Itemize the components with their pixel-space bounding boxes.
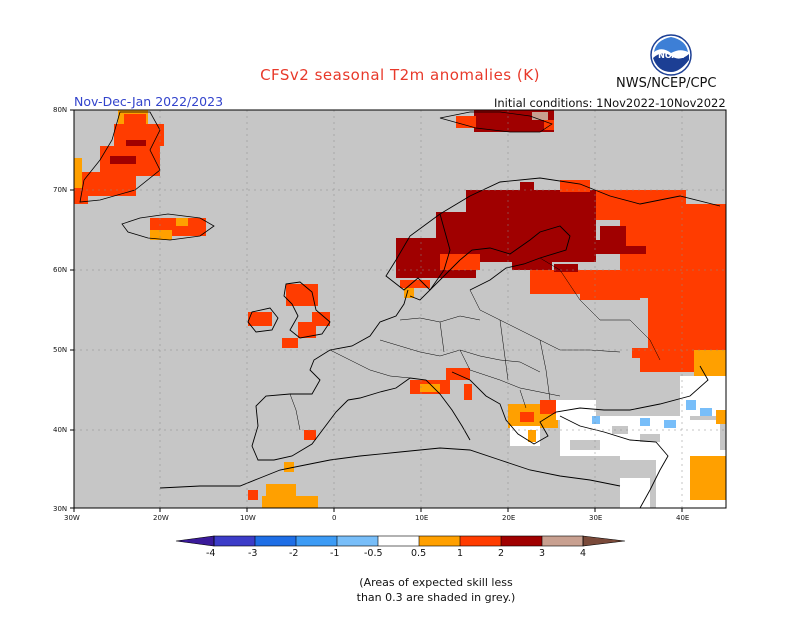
skill-note-line1: (Areas of expected skill less: [359, 576, 513, 589]
lon-label-30e: 30E: [589, 514, 603, 522]
lat-label-80n: 80N: [53, 106, 68, 114]
uk-ireland-anomaly: [248, 284, 330, 348]
colorbar-label-m05: -0.5: [364, 548, 383, 559]
map-frame: [73, 109, 727, 509]
colorbar-swatch-m3-m2: [255, 536, 296, 546]
lon-label-10w: 10W: [240, 514, 256, 522]
colorbar-label-m4: -4: [206, 548, 216, 559]
noaa-logo: NOAA: [650, 34, 692, 76]
colorbar-swatch-p3-p4: [542, 536, 583, 546]
north-africa-anomaly: [248, 462, 318, 508]
colorbar-swatch-p1-p2: [460, 536, 501, 546]
colorbar-label-p1: 1: [457, 548, 464, 559]
chart-title: CFSv2 seasonal T2m anomalies (K): [260, 66, 540, 84]
gridlines: [74, 110, 726, 508]
colorbar-label-m1: -1: [330, 548, 340, 559]
agency-label: NWS/NCEP/CPC: [616, 76, 717, 91]
colorbar-label-p2: 2: [498, 548, 505, 559]
noaa-logo-text: NOAA: [658, 51, 684, 60]
greenland-anomaly: [74, 110, 164, 204]
iceland-anomaly: [121, 213, 215, 241]
colorbar-label-p3: 3: [539, 548, 546, 559]
colorbar-label-p05: 0.5: [411, 548, 427, 559]
lat-label-40n: 40N: [53, 426, 68, 434]
lat-label-30n: 30N: [53, 505, 68, 513]
colorbar-swatch-p05-p1: [419, 536, 460, 546]
season-label: Nov-Dec-Jan 2022/2023: [74, 94, 224, 109]
lon-label-20w: 20W: [153, 514, 169, 522]
skill-note-line2: than 0.3 are shaded in grey.): [356, 591, 516, 604]
levant-anomaly: [596, 460, 656, 508]
colorbar-label-m2: -2: [289, 548, 299, 559]
lat-label-50n: 50N: [53, 346, 68, 354]
russia-anomaly: [580, 190, 726, 376]
colorbar-swatch-neutral: [378, 536, 419, 546]
lon-label-30w: 30W: [64, 514, 80, 522]
lon-label-20e: 20E: [502, 514, 516, 522]
colorbar-swatch-p2-p3: [501, 536, 542, 546]
colorbar-swatch-m4-m3: [214, 536, 255, 546]
initial-conditions-label: Initial conditions: 1Nov2022-10Nov2022: [494, 96, 726, 110]
lon-label-40e: 40E: [676, 514, 690, 522]
colorbar-swatch-above-p4: [583, 536, 625, 546]
coastlines: [159, 177, 721, 509]
axis-ticks: [70, 109, 683, 512]
colorbar-label-m3: -3: [248, 548, 258, 559]
colorbar-label-p4: 4: [580, 548, 587, 559]
lon-label-10e: 10E: [415, 514, 429, 522]
lat-label-70n: 70N: [53, 186, 68, 194]
colorbar-swatch-below-m4: [176, 536, 214, 546]
lat-label-60n: 60N: [53, 266, 68, 274]
scandinavia-anomaly: [396, 180, 646, 298]
colorbar-swatch-m1-m05: [337, 536, 378, 546]
svalbard-anomaly: [439, 110, 554, 133]
colorbar-swatch-m2-m1: [296, 536, 337, 546]
lon-label-0: 0: [332, 514, 337, 522]
